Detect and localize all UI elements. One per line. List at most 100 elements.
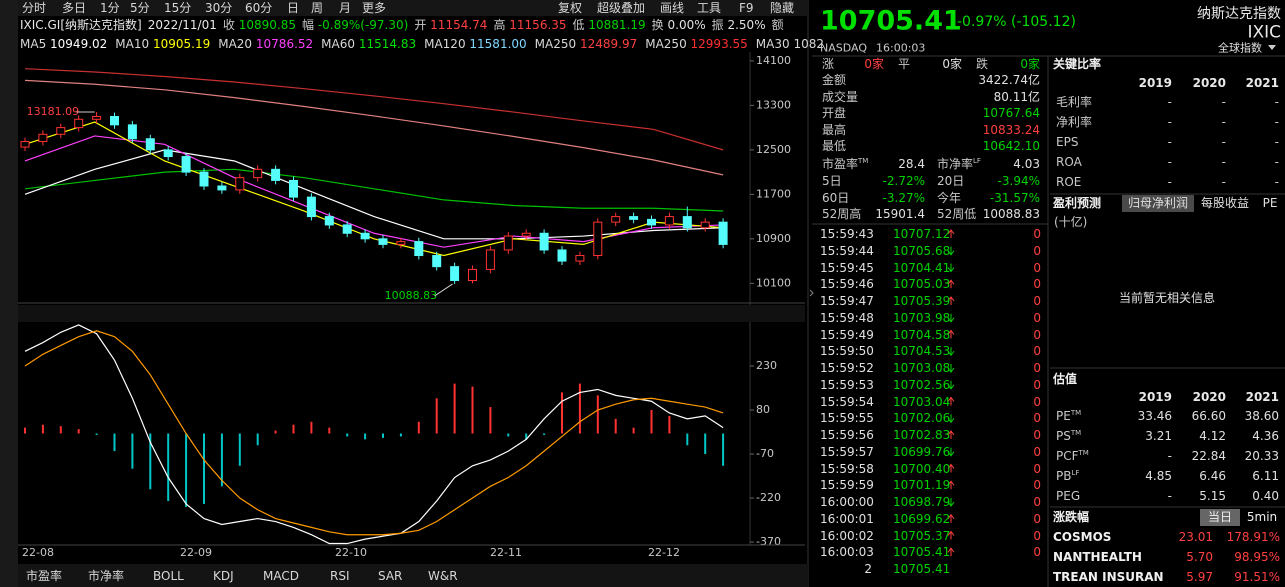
x-tick-label: 22-11 (490, 546, 522, 559)
tick-volume: 0 (1033, 377, 1041, 392)
tick-arrow (947, 498, 955, 507)
mover-change: 178.91% (1226, 530, 1280, 544)
breadth-value: 0家 (942, 57, 962, 71)
stat-value: 10833.24 (982, 122, 1040, 137)
tick-volume: 0 (1033, 394, 1041, 409)
period-button[interactable]: 周 (311, 1, 324, 15)
indicator-tab-label[interactable]: W&R (428, 569, 458, 583)
forecast-tab-label[interactable]: 归母净利润 (1127, 196, 1189, 210)
forecast-tab[interactable] (1122, 195, 1194, 212)
valuation-label: PETM (1056, 409, 1082, 423)
period-button[interactable]: 日 (287, 1, 300, 15)
stat-label: 最高 (822, 122, 847, 137)
valuation-label-sup: TM (1078, 449, 1089, 457)
candle-body (629, 216, 639, 220)
quote-field: 高 11156.35 (493, 17, 566, 33)
period-button[interactable]: 分时 (22, 1, 47, 15)
indicator-tab-label[interactable]: SAR (378, 569, 403, 583)
ma-value: 10949.02 (50, 37, 108, 51)
valuation-label: PSTM (1056, 429, 1082, 443)
indicator-tab-label[interactable]: BOLL (153, 569, 184, 583)
macd-bar (292, 424, 295, 434)
candle-body (432, 255, 442, 268)
tool-button[interactable]: 隐藏 (770, 1, 795, 15)
tick-volume: 0 (1033, 478, 1041, 493)
candle-body (235, 177, 245, 191)
tick-time: 15:59:45 (820, 260, 874, 275)
movers-tab[interactable] (1200, 509, 1240, 526)
ratio-value: - (1274, 115, 1279, 129)
candle-body (127, 124, 137, 140)
ratio-label: 毛利率 (1056, 95, 1093, 109)
tick-price: 10702.83 (893, 428, 951, 442)
valuation-value: 0.40 (1252, 489, 1279, 503)
forecast-tab-label[interactable]: PE (1262, 196, 1278, 210)
price-annotation: 10088.83 (385, 289, 438, 302)
candle-body (324, 216, 334, 226)
movers-tab-label[interactable]: 当日 (1207, 510, 1233, 524)
ratio-value: - (1167, 115, 1172, 129)
period-button[interactable]: 5分 (130, 1, 150, 15)
ratio-value: - (1274, 155, 1279, 169)
pair-value: 28.4 (898, 157, 925, 171)
year-header: 2020 (1192, 390, 1226, 404)
indicator-tab-label[interactable]: 市盈率 (26, 569, 63, 583)
tick-time: 15:59:44 (820, 243, 874, 258)
tick-price: 10703.04 (893, 394, 951, 409)
macd-bar (41, 424, 44, 434)
forecast-tab-label[interactable]: 每股收益 (1200, 196, 1250, 210)
ratio-value: - (1167, 135, 1172, 149)
candle-body (110, 116, 119, 126)
indicator-tab-label[interactable]: KDJ (213, 569, 234, 583)
period-button[interactable]: 1分 (100, 1, 120, 15)
indicator-tab-label[interactable]: RSI (330, 569, 350, 583)
candle-body (20, 141, 30, 148)
candle-body (396, 241, 406, 245)
stat-value: 10642.10 (982, 139, 1040, 153)
tick-time: 15:59:54 (820, 394, 874, 409)
macd-bar (382, 433, 384, 438)
macd-bar (561, 392, 563, 434)
valuation-value: 6.11 (1252, 469, 1279, 483)
mover-price: 23.01 (1178, 530, 1213, 544)
period-button[interactable]: 60分 (245, 1, 273, 15)
index-group[interactable]: 全球指数 (1218, 41, 1262, 55)
mover-change: 98.95% (1234, 550, 1280, 564)
ma-legend: MA5 10949.02 (20, 36, 107, 52)
period-button[interactable]: 15分 (164, 1, 192, 15)
indicator-tab-label[interactable]: MACD (263, 569, 299, 583)
tick-time: 15:59:58 (820, 461, 874, 476)
period-button[interactable]: 月 (339, 1, 352, 15)
tick-price: 10700.40 (893, 461, 951, 476)
valuation-value: 66.60 (1191, 409, 1226, 423)
candle-body (503, 235, 513, 251)
movers-tab-label[interactable]: 5min (1246, 510, 1278, 524)
date: 2022/11/01 (147, 18, 217, 32)
tool-button[interactable]: 复权 (558, 1, 583, 15)
period-button[interactable]: 多日 (62, 1, 87, 15)
tool-button[interactable]: 工具 (697, 1, 722, 15)
tool-button[interactable]: F9 (739, 1, 754, 15)
quote-field: 幅 -0.89%(-97.30) (302, 17, 408, 33)
quote-line: IXIC.GI[纳斯达克指数] 2022/11/01 收 10890.85 幅 -0.… (20, 17, 784, 33)
tick-arrow (947, 263, 955, 273)
tool-button[interactable]: 画线 (660, 1, 685, 15)
valuation-label-sup: TM (1070, 409, 1082, 417)
pair-label: 5日 (822, 173, 842, 188)
valuation-value: - (1167, 489, 1172, 503)
tick-arrow (947, 364, 955, 373)
y-tick-label: -70 (756, 447, 774, 460)
period-button[interactable]: 更多 (362, 1, 387, 15)
indicator-tab-label[interactable]: 市净率 (88, 569, 125, 583)
period-button[interactable]: 30分 (205, 1, 233, 15)
field-value: 0.00% (667, 18, 706, 32)
ratio-value: - (1167, 155, 1172, 169)
tick-price: 10699.76 (893, 444, 951, 459)
tick-price: 10705.68 (893, 243, 951, 258)
candle-body (450, 266, 460, 282)
candle-body (378, 238, 388, 245)
field-label: 低 (572, 18, 585, 32)
tool-button[interactable]: 超级叠加 (597, 1, 646, 15)
pair-value: -3.27% (882, 190, 925, 205)
y-tick-label: 10100 (756, 276, 791, 289)
